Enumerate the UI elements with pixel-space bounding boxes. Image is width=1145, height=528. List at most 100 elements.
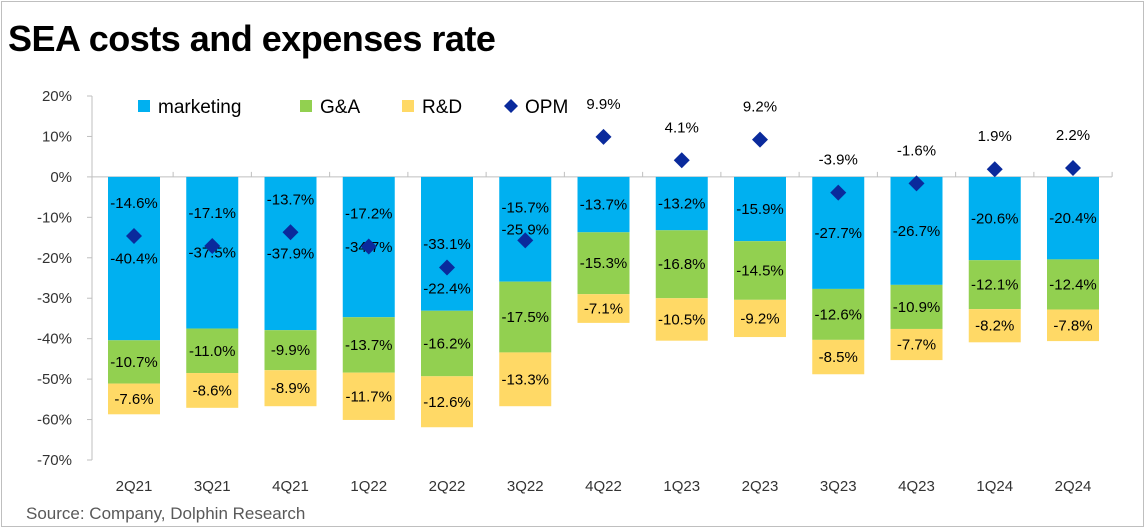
data-label: -13.3% [501, 371, 549, 388]
x-tick-label: 1Q24 [976, 478, 1013, 495]
y-tick-label: -40% [37, 331, 72, 348]
x-tick-label: 2Q21 [116, 478, 153, 495]
legend-label: R&D [422, 97, 462, 118]
bar-marketing [499, 176, 552, 282]
opm-data-label: -14.6% [110, 195, 158, 212]
opm-data-label: 9.2% [743, 99, 777, 116]
bar-ga [734, 241, 786, 300]
data-label: -14.5% [736, 263, 784, 280]
y-tick-label: -50% [37, 371, 72, 388]
data-label: -13.2% [658, 196, 706, 213]
x-tick-label: 2Q22 [429, 478, 466, 495]
data-label: -12.1% [971, 277, 1019, 294]
bar-rd [655, 298, 708, 341]
x-tick-label: 1Q22 [350, 478, 387, 495]
data-label: -17.5% [501, 309, 549, 326]
legend-label: G&A [320, 97, 360, 118]
bar-rd [812, 339, 865, 375]
opm-data-label: -22.4% [423, 280, 471, 297]
opm-data-label: -17.2% [345, 205, 393, 222]
data-label: -13.7% [345, 337, 393, 354]
x-tick-label: 3Q22 [507, 478, 544, 495]
bar-rd [499, 352, 552, 407]
y-tick-label: -20% [37, 250, 72, 267]
legend-swatch-rd [402, 100, 414, 112]
bar-marketing [108, 176, 160, 341]
bar-rd [1047, 309, 1099, 342]
opm-data-label: -1.6% [897, 142, 936, 159]
data-label: -12.6% [423, 394, 471, 411]
opm-point [517, 232, 534, 249]
bar-ga [890, 284, 943, 329]
bar-ga [421, 310, 473, 377]
bar-rd [108, 383, 160, 415]
bar-rd [577, 294, 630, 323]
y-tick-label: -60% [37, 412, 72, 429]
y-tick-label: 0% [50, 169, 72, 186]
data-label: -8.6% [193, 382, 232, 399]
x-tick-label: 1Q23 [663, 478, 700, 495]
bar-marketing [577, 176, 630, 233]
bar-ga [577, 232, 630, 295]
data-label: -13.7% [580, 197, 628, 214]
y-tick-label: -10% [37, 209, 72, 226]
opm-point [830, 184, 847, 201]
legend-marker-opm [504, 99, 518, 113]
opm-data-label: -3.9% [819, 152, 858, 169]
bar-ga [108, 340, 160, 384]
bar-rd [734, 299, 786, 338]
opm-point [126, 227, 142, 244]
bar-ga [264, 330, 317, 371]
data-label: -9.9% [271, 342, 310, 359]
bar-ga [186, 328, 239, 374]
x-tick-label: 3Q23 [820, 478, 857, 495]
opm-point [1065, 159, 1081, 176]
y-tick-label: 20% [42, 88, 72, 105]
x-tick-label: 4Q21 [272, 478, 309, 495]
opm-data-label: -17.1% [188, 205, 236, 222]
opm-point [752, 131, 768, 148]
opm-data-label: 2.2% [1056, 127, 1090, 144]
bar-marketing [890, 176, 943, 285]
opm-point [282, 224, 299, 241]
bar-rd [968, 309, 1021, 343]
bar-rd [186, 373, 239, 408]
x-tick-label: 2Q23 [742, 478, 779, 495]
legend-label: OPM [525, 97, 568, 118]
x-tick-label: 3Q21 [194, 478, 231, 495]
data-label: -25.9% [501, 221, 549, 238]
data-label: -8.2% [975, 318, 1014, 335]
opm-point [204, 238, 221, 255]
data-label: -10.5% [658, 311, 706, 328]
data-label: -10.9% [893, 299, 941, 316]
bar-rd [890, 328, 943, 361]
source-note: Source: Company, Dolphin Research [26, 504, 306, 523]
data-label: -10.7% [110, 354, 158, 371]
bar-ga [1047, 259, 1099, 310]
bar-rd [421, 376, 473, 428]
data-label: -27.7% [814, 225, 862, 242]
data-label: -9.2% [740, 310, 779, 327]
chart-title: SEA costs and expenses rate [8, 18, 496, 59]
data-label: -15.3% [580, 255, 628, 272]
data-label: -40.4% [110, 251, 158, 268]
bar-ga [812, 288, 865, 340]
x-tick-label: 4Q22 [585, 478, 622, 495]
legend-swatch-ga [300, 100, 312, 112]
opm-data-label: 4.1% [665, 119, 699, 136]
data-label: -16.8% [658, 256, 706, 273]
data-label: -8.9% [271, 380, 310, 397]
data-label: -11.7% [346, 388, 392, 405]
data-label: -7.1% [584, 301, 623, 318]
opm-point [439, 259, 455, 276]
bar-ga [342, 317, 395, 373]
bar-marketing [734, 176, 786, 242]
bar-ga [655, 230, 708, 299]
x-tick-label: 4Q23 [898, 478, 935, 495]
legend-swatch-marketing [138, 100, 150, 112]
data-label: -8.5% [819, 349, 858, 366]
opm-data-label: -15.7% [501, 199, 549, 216]
